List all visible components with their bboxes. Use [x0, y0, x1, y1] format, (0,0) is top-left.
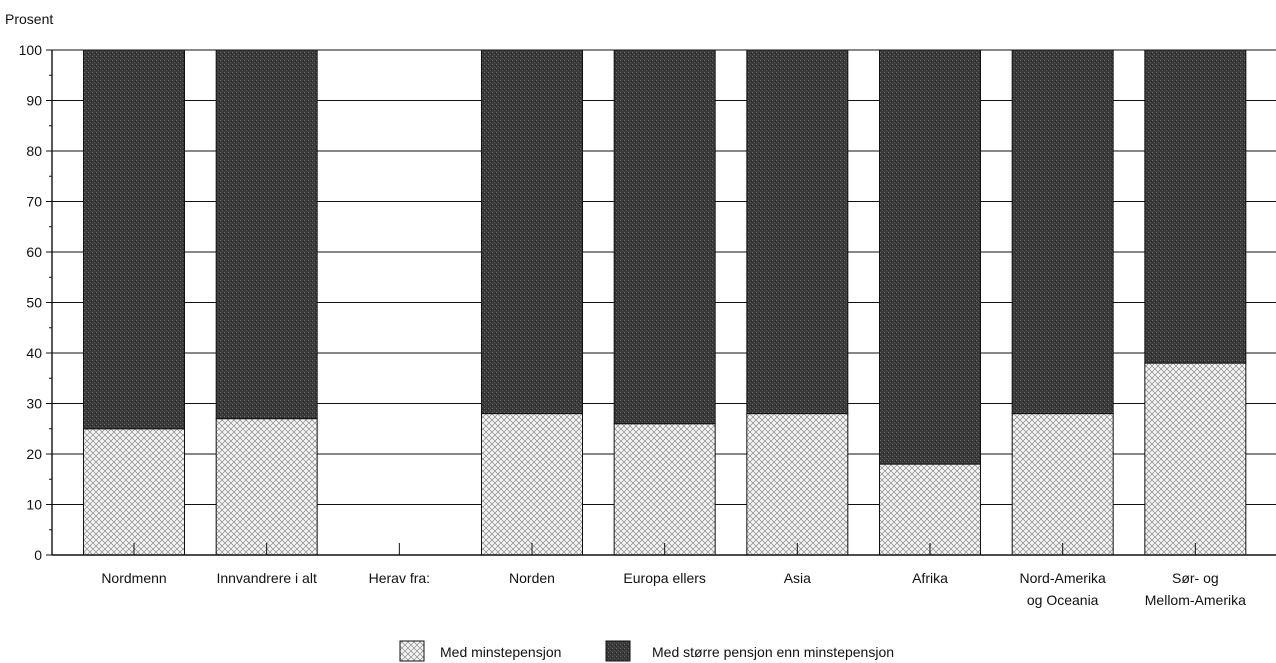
y-tick-label: 80 — [26, 143, 42, 159]
x-tick-label: og Oceania — [1027, 592, 1099, 608]
y-tick-label: 0 — [34, 547, 42, 563]
y-tick-label: 30 — [26, 396, 42, 412]
bar-min-pension — [879, 463, 981, 556]
x-tick-label: Innvandrere i alt — [216, 570, 317, 586]
x-tick-label: Nordmenn — [101, 570, 166, 586]
bar-greater-pension — [746, 49, 849, 415]
x-tick-label: Mellom-Amerika — [1145, 592, 1246, 608]
x-tick-label: Norden — [509, 570, 555, 586]
y-tick-label: 60 — [26, 244, 42, 260]
bar-min-pension — [215, 418, 318, 556]
legend: Med minstepensjon Med større pensjon enn… — [399, 640, 894, 662]
x-tick-label: Asia — [784, 570, 811, 586]
x-tick-label: Sør- og — [1172, 570, 1219, 586]
y-tick-label: 90 — [26, 93, 42, 109]
y-tick-label: 70 — [26, 194, 42, 210]
y-axis-title: Prosent — [5, 11, 53, 27]
bar-greater-pension — [879, 49, 981, 465]
x-tick-label: Nord-Amerika — [1019, 570, 1106, 586]
bar-min-pension — [481, 413, 583, 556]
bar-greater-pension — [613, 49, 716, 425]
bar-greater-pension — [215, 49, 318, 420]
legend-label-greater-pension: Med større pensjon enn minstepensjon — [652, 644, 894, 660]
x-tick-label: Afrika — [912, 570, 948, 586]
bar-greater-pension — [83, 49, 185, 430]
category-labels: Nordmenn Innvandrere i alt Herav fra: Norde… — [101, 570, 1246, 608]
x-tick-label: Herav fra: — [369, 570, 430, 586]
y-tick-label: 20 — [26, 446, 42, 462]
bar-greater-pension — [481, 49, 583, 415]
legend-swatch-min-pension — [399, 640, 425, 662]
bar-min-pension — [746, 413, 849, 556]
bar-min-pension — [613, 423, 716, 556]
bar-greater-pension — [1011, 49, 1114, 415]
bar-min-pension — [1144, 362, 1247, 556]
bar-greater-pension — [1144, 49, 1247, 364]
y-axis-ticks: 0 10 20 30 40 50 60 70 80 90 100 — [19, 42, 52, 563]
y-tick-label: 40 — [26, 345, 42, 361]
bar-min-pension — [83, 428, 185, 556]
x-tick-label: Europa ellers — [623, 570, 706, 586]
bars — [83, 49, 1247, 556]
bar-min-pension — [1011, 413, 1114, 556]
y-tick-label: 10 — [26, 497, 42, 513]
legend-swatch-greater-pension — [605, 640, 631, 662]
y-tick-label: 100 — [19, 42, 43, 58]
y-tick-label: 50 — [26, 295, 42, 311]
legend-label-min-pension: Med minstepensjon — [440, 644, 561, 660]
